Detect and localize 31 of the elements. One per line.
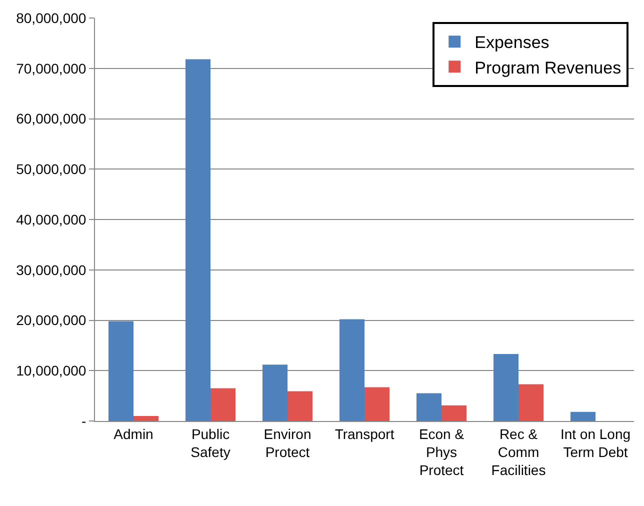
bar (364, 387, 390, 421)
bar (262, 364, 288, 421)
x-tick-label: Econ & Phys Protect (418, 426, 465, 478)
x-tick-label: Transport (334, 426, 394, 442)
y-tick-label: - (82, 412, 87, 429)
bar (288, 391, 313, 421)
legend-label: Program Revenues (474, 58, 622, 78)
legend-label: Expenses (474, 33, 550, 52)
x-tick-label: Environ Protect (264, 426, 312, 460)
bar (518, 384, 544, 421)
bar (570, 412, 596, 421)
bar (134, 416, 159, 421)
bar (416, 393, 442, 421)
y-tick-label: 70,000,000 (16, 60, 86, 76)
x-tick-label: Rec & Comm Facilities (491, 426, 546, 478)
bar (442, 405, 467, 421)
bar (185, 59, 210, 421)
bar (493, 354, 518, 421)
x-tick-label: Public Safety (190, 426, 230, 460)
y-tick-label: 20,000,000 (16, 312, 86, 328)
y-tick-label: 60,000,000 (16, 110, 86, 127)
x-tick-label: Int on Long Term Debt (560, 426, 631, 460)
y-tick-label: 80,000,000 (16, 10, 86, 26)
y-tick-label: 50,000,000 (16, 161, 86, 178)
y-tick-label: 40,000,000 (16, 211, 86, 228)
y-tick-label: 10,000,000 (16, 362, 86, 379)
bar (210, 388, 236, 421)
bar (108, 321, 134, 421)
bar (339, 319, 364, 421)
x-tick-label: Admin (114, 426, 154, 442)
y-tick-label: 30,000,000 (16, 262, 86, 278)
